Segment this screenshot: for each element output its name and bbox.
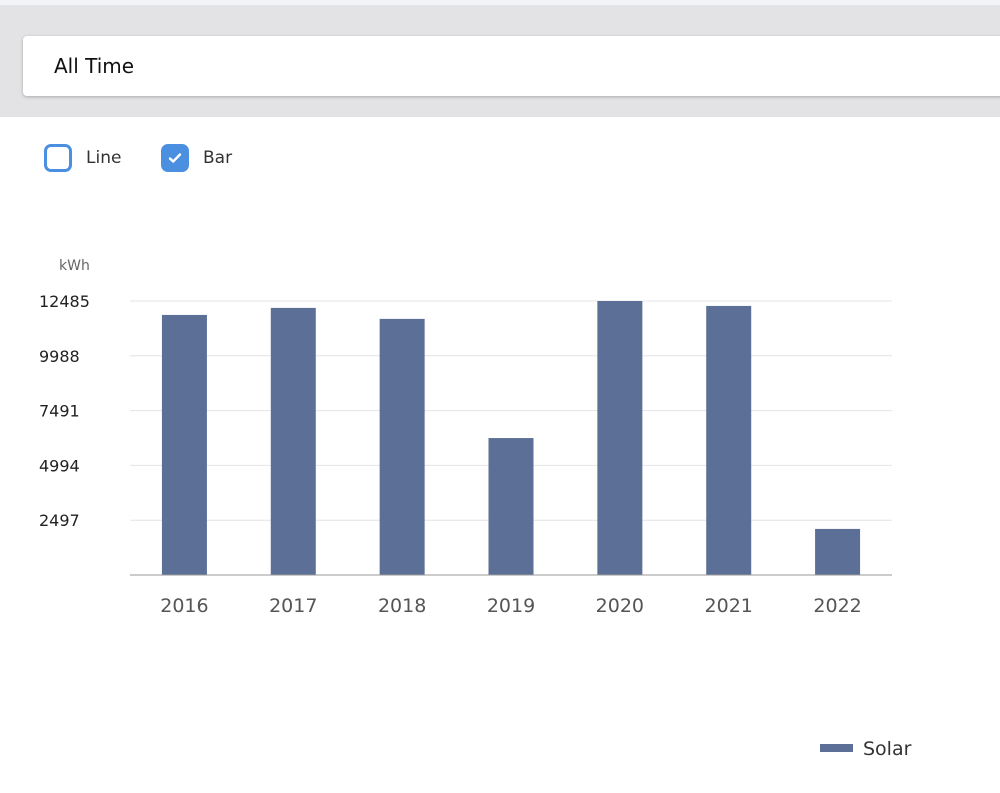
line-toggle[interactable]: Line (44, 142, 121, 174)
bar-checkbox[interactable] (161, 144, 189, 172)
x-tick-label: 2016 (160, 595, 208, 617)
y-tick-label: 9988 (39, 347, 80, 366)
check-icon (168, 153, 182, 163)
line-checkbox[interactable] (44, 144, 72, 172)
y-tick-label: 12485 (39, 292, 90, 311)
y-tick-label: 2497 (39, 511, 80, 530)
x-tick-label: 2021 (705, 595, 753, 617)
bar-2020 (597, 301, 643, 575)
line-toggle-label: Line (86, 148, 122, 168)
legend-label-solar: Solar (863, 738, 912, 760)
bar-2019 (488, 438, 534, 575)
legend-swatch-solar (820, 744, 853, 752)
bar-2018 (379, 318, 425, 575)
bar-toggle-label: Bar (203, 148, 233, 168)
x-tick-label: 2018 (378, 595, 426, 617)
x-tick-label: 2017 (269, 595, 317, 617)
bar-2022 (815, 528, 861, 575)
bar-2021 (706, 305, 752, 575)
x-tick-label: 2022 (813, 595, 861, 617)
bar-toggle[interactable]: Bar (161, 142, 232, 174)
x-tick-label: 2019 (487, 595, 535, 617)
y-axis-label: kWh (59, 258, 90, 274)
bar-2016 (161, 314, 207, 575)
bar-2017 (270, 307, 316, 575)
top-strip (0, 0, 1000, 5)
header-bar: All Time (0, 5, 1000, 117)
period-select[interactable]: All Time (23, 36, 1000, 96)
x-tick-label: 2020 (596, 595, 644, 617)
period-select-value: All Time (54, 54, 135, 78)
y-tick-label: 4994 (39, 456, 80, 475)
y-tick-label: 7491 (39, 402, 80, 421)
